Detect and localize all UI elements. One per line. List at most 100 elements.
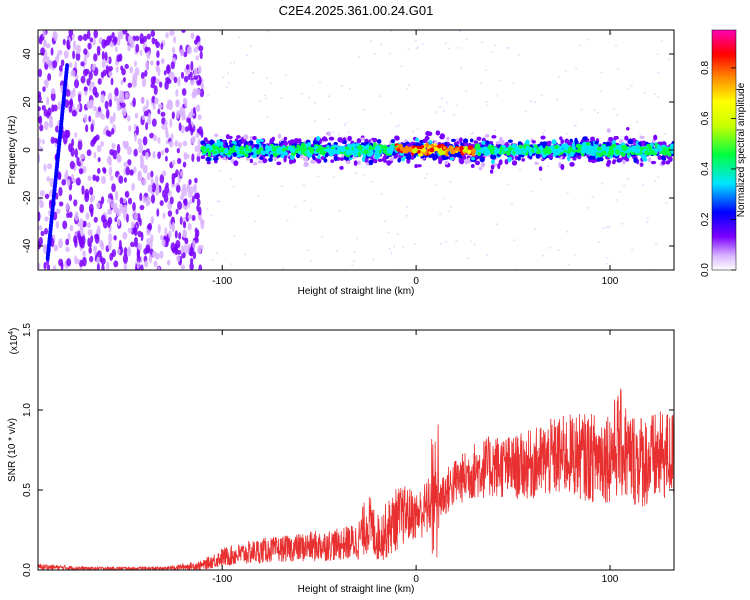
spectrogram-cell [58,71,63,77]
spectrogram-y-tick-label: 40 [22,48,33,60]
spectrogram-cell [176,184,181,193]
spectrogram-cell [490,159,495,164]
spectrogram-cell [344,122,347,125]
spectrogram-cell [108,166,113,176]
spectrogram-cell [171,159,176,166]
spectrogram-cell [200,140,206,145]
spectrogram-cell [636,121,639,123]
spectrogram-cell [66,178,71,187]
spectrogram-cell [65,169,68,178]
spectrogram-cell [145,200,150,207]
spectrogram-cell [566,141,573,146]
spectrogram-cell [596,157,601,162]
spectrogram-cell [66,212,70,219]
spectrogram-cell [173,76,178,84]
spectrogram-cell [184,237,189,245]
spectrogram-cell [169,140,174,148]
spectrogram-cell [665,202,668,204]
spectrogram-x-tick-label: 100 [602,276,619,287]
spectrogram-cell [122,231,128,240]
spectrogram-cell [205,208,208,210]
spectrogram-cell [105,129,111,137]
spectrogram-cell [602,227,605,229]
spectrogram-cell [109,42,115,48]
spectrogram-cell [50,136,55,144]
spectrogram-cell [38,36,43,45]
spectrogram-cell [109,148,115,156]
spectrogram-cell [426,173,429,175]
spectrogram-cell [572,146,576,150]
spectrogram-cell [100,71,105,78]
spectrogram-cell [455,104,458,107]
spectrogram-cell [474,160,481,166]
spectrogram-cell [485,104,488,107]
spectrogram-cell [608,136,613,142]
spectrogram-cell [515,268,518,270]
spectrogram-cell [211,143,216,150]
spectrogram-cell [455,240,458,242]
spectrogram-cell [552,153,557,157]
spectrogram-cell [356,138,362,144]
spectrogram-cell [664,133,667,135]
spectrogram-cell [355,237,358,240]
spectrogram-cell [40,230,45,237]
snr-y-tick-label: 1.0 [22,403,33,417]
spectrogram-cell [96,167,101,175]
spectrogram-cell [490,145,495,149]
spectrogram-y-tick-label: 20 [22,96,33,108]
spectrogram-cell [657,72,660,74]
spectrogram-cell [82,250,86,257]
spectrogram-cell [115,66,119,73]
spectrogram-cell [444,160,449,165]
spectrogram-cell [446,136,450,141]
spectrogram-cell [379,43,382,46]
spectrogram-cell [617,157,622,162]
spectrogram-cell [55,192,59,200]
spectrogram-cell [226,86,229,89]
spectrogram-cell [160,150,165,156]
spectrogram-cell [332,176,335,179]
spectrogram-cell [71,109,77,117]
spectrogram-cell [476,136,482,141]
spectrogram-cell [160,42,164,50]
spectrogram-cell [81,185,85,195]
spectrogram-y-tick-label: 0 [22,147,33,153]
spectrogram-cell [145,151,149,160]
spectrogram-cell [152,104,156,110]
spectrogram-cell [195,55,199,61]
spectrogram-cell [52,265,57,270]
spectrogram-cell [414,164,418,169]
spectrogram-cell [387,147,392,152]
spectrogram-cell [396,148,401,152]
spectrogram-cell [615,148,620,155]
spectrogram-cell [227,135,233,139]
spectrogram-cell [407,84,410,86]
spectrogram-cell [195,88,201,96]
spectrogram-cell [86,101,91,109]
spectrogram-cell [86,222,91,229]
spectrogram-cell [579,44,582,47]
spectrogram-cell [180,170,184,178]
spectrogram-cell [116,143,121,154]
spectrogram-cell [146,33,151,40]
spectrogram-cell [182,161,187,168]
snr-axes: -100 0 100 0.0 0.5 1.0 1.5 [22,323,674,585]
spectrogram-cell [351,264,354,267]
spectrogram-cell [89,99,94,108]
spectrogram-cell [543,129,546,132]
spectrogram-cell [191,153,195,163]
spectrogram-cell [68,211,73,219]
spectrogram-cell [601,183,604,185]
spectrogram-cell [245,144,249,149]
spectrogram-cell [188,179,192,185]
spectrogram-cell [113,235,117,241]
spectrogram-cell [479,82,482,84]
spectrogram-cell [88,203,94,214]
spectrogram-cell [123,262,128,270]
spectrogram-cell [137,230,142,238]
spectrogram-axes: -100 0 100 -40 -20 0 20 40 [22,30,674,287]
spectrogram-cell [205,156,211,162]
spectrogram-cell [38,138,42,145]
spectrogram-cell [441,97,444,100]
spectrogram-cell [585,144,592,151]
